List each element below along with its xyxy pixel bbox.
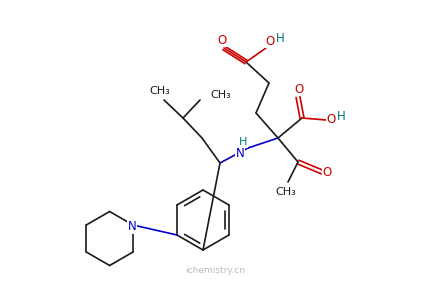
Text: CH₃: CH₃ <box>149 86 170 96</box>
Text: ichemistry.cn: ichemistry.cn <box>184 266 245 275</box>
Text: O: O <box>217 34 226 46</box>
Text: N: N <box>127 220 136 234</box>
Text: O: O <box>294 82 303 96</box>
Text: H: H <box>238 137 247 147</box>
Text: N: N <box>235 146 244 160</box>
Text: CH₃: CH₃ <box>209 90 230 100</box>
Text: H: H <box>336 110 344 123</box>
Text: CH₃: CH₃ <box>275 187 296 197</box>
Text: H: H <box>275 32 284 44</box>
Text: O: O <box>265 34 274 48</box>
Text: O: O <box>326 113 335 125</box>
Text: O: O <box>322 166 331 179</box>
